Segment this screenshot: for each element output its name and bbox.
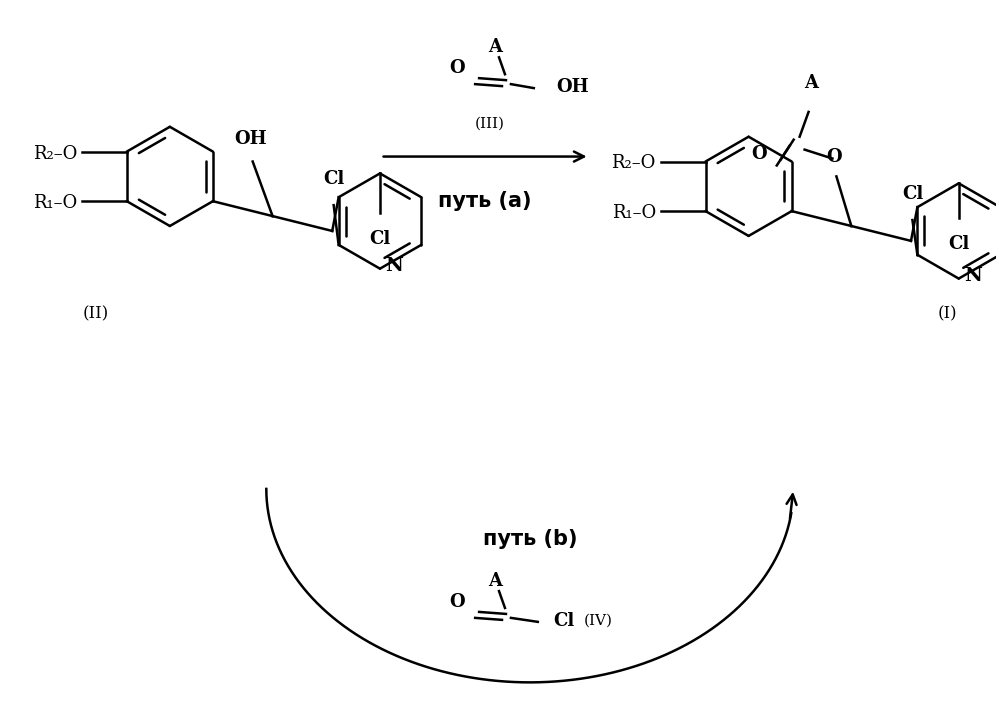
Text: (IV): (IV) xyxy=(583,614,612,628)
Text: A: A xyxy=(489,39,502,56)
Text: R₁–O: R₁–O xyxy=(611,204,655,222)
Text: путь (a): путь (a) xyxy=(439,191,531,211)
Text: путь (b): путь (b) xyxy=(483,529,577,548)
Text: R₂–O: R₂–O xyxy=(33,144,77,163)
Text: R₂–O: R₂–O xyxy=(611,154,655,172)
Text: (III): (III) xyxy=(476,117,505,131)
Text: Cl: Cl xyxy=(323,170,345,188)
Text: O: O xyxy=(450,59,466,77)
Text: O: O xyxy=(751,144,766,163)
Text: A: A xyxy=(489,572,502,590)
Text: N: N xyxy=(964,267,982,284)
Text: (I): (I) xyxy=(938,306,957,322)
Text: Cl: Cl xyxy=(553,612,575,630)
Text: OH: OH xyxy=(235,130,267,148)
Text: O: O xyxy=(450,593,466,611)
Text: (II): (II) xyxy=(82,306,109,322)
Text: A: A xyxy=(804,74,818,92)
Text: R₁–O: R₁–O xyxy=(33,194,77,212)
Text: Cl: Cl xyxy=(948,235,969,253)
Text: O: O xyxy=(826,149,842,166)
Text: Cl: Cl xyxy=(902,185,923,203)
Text: Cl: Cl xyxy=(370,230,391,248)
Text: OH: OH xyxy=(556,78,589,96)
Text: N: N xyxy=(385,257,403,275)
